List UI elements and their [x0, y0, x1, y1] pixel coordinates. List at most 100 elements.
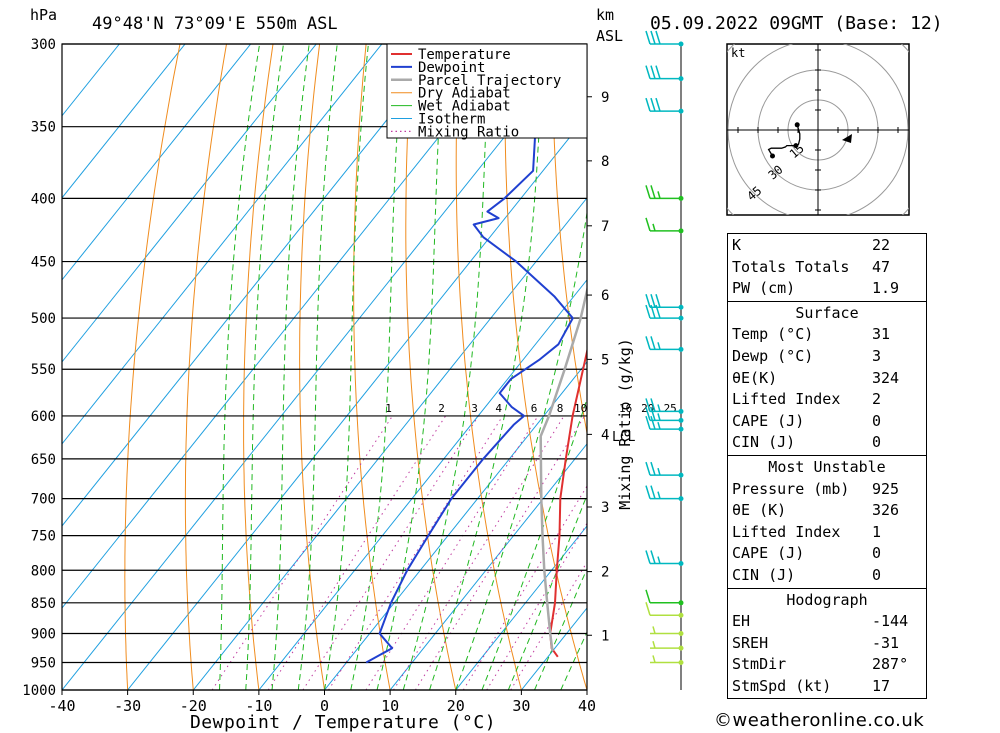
mixing-ratio-label: 10 — [574, 402, 587, 415]
most-unstable-title: Most Unstable — [768, 457, 886, 476]
pressure-tick-label: 500 — [31, 311, 56, 327]
wind-barb — [650, 626, 684, 636]
isotherm — [455, 525, 587, 690]
wind-barb-flag — [650, 398, 656, 412]
isotherm — [258, 279, 587, 690]
surface-index-row: Dewp (°C) 3 — [728, 346, 926, 368]
wind-barb-flag — [645, 336, 651, 350]
x-tick-label: 20 — [447, 697, 465, 715]
header: hPa 49°48'N 73°09'E 550m ASL km ASL 05.0… — [30, 6, 943, 45]
indices-surface: Surface Temp (°C) 31 Dewp (°C) 3 θE(K) 324 Lif… — [728, 302, 926, 456]
wet-adiabat — [271, 44, 310, 690]
wind-barb-dot — [678, 600, 684, 606]
wind-barb-half-flag — [652, 626, 656, 634]
wind-barb — [645, 304, 684, 321]
pressure-tick-label: 850 — [31, 596, 56, 612]
hodograph-trace — [767, 124, 801, 157]
wind-barb — [645, 294, 684, 310]
legend-entry: Temperature — [418, 47, 511, 63]
unstable-index-row: Pressure (mb) 925 — [728, 479, 926, 501]
location-title: 49°48'N 73°09'E 550m ASL — [92, 14, 338, 34]
wet-adiabat — [534, 567, 587, 690]
axes: -40 -30 -20 -10 0 10 20 30 40 Dewpoint / Temperat… — [48, 43, 636, 733]
wind-barb-flag — [650, 30, 656, 45]
wind-barb-flag — [650, 304, 656, 319]
pressure-tick-label: 400 — [31, 191, 56, 207]
isotherm — [127, 114, 587, 690]
pressure-tick-label: 700 — [31, 492, 56, 508]
km-tick-label: 9 — [601, 90, 609, 106]
wind-barb-half-flag — [657, 491, 661, 499]
wind-barb — [645, 65, 684, 82]
series-parcel-trajectory — [539, 285, 587, 652]
wind-barb-flag — [650, 336, 656, 350]
index-value: 22 — [872, 236, 891, 254]
hodograph-index-value: -144 — [872, 612, 909, 631]
lcl-label: LCL — [612, 430, 636, 445]
wind-barb-half-flag — [657, 404, 661, 412]
wind-barb-flag — [645, 602, 651, 616]
wind-barb — [645, 217, 684, 234]
dry-adiabat — [455, 44, 522, 690]
pressure-tick-label: 1000 — [22, 683, 56, 699]
km-tick-label: 4 — [601, 427, 609, 443]
wind-barb-flag — [655, 294, 661, 308]
unstable-index-row: Lifted Index 1 — [728, 522, 926, 544]
surface-index-label: Temp (°C) — [732, 325, 814, 344]
x-axis-label: Dewpoint / Temperature (°C) — [190, 712, 496, 733]
wet-adiabat — [481, 397, 587, 690]
surface-index-value: 324 — [872, 368, 900, 387]
surface-index-row: CIN (J) 0 — [728, 432, 926, 454]
indices-hodograph: Hodograph EH -144 SREH -31 StmDir 287° StmSpd … — [728, 589, 926, 699]
series-dewpoint — [365, 44, 576, 664]
unstable-index-value: 326 — [872, 501, 900, 520]
units-km: km — [596, 6, 614, 24]
wind-barb — [645, 30, 684, 47]
pressure-tick-label: 450 — [31, 255, 56, 271]
wind-barb-half-flag — [652, 223, 656, 232]
mixing-ratio-label: 4 — [495, 402, 502, 415]
wind-barb-dot — [678, 108, 684, 114]
wind-barb-flag — [645, 415, 651, 430]
pressure-tick-label: 550 — [31, 362, 56, 378]
hodograph-point — [770, 153, 775, 159]
wind-barb — [645, 97, 684, 114]
wind-barb-dot — [678, 612, 684, 618]
hodograph-point — [794, 122, 800, 128]
legend-entry: Wet Adiabat — [418, 99, 511, 115]
wind-barb-flag — [650, 185, 656, 199]
wind-barb-dot — [678, 496, 684, 502]
index-label: K — [732, 236, 742, 254]
wind-barb-flag — [645, 185, 651, 199]
hodograph-index-value: 17 — [872, 676, 891, 695]
hodograph-index-value: 287° — [872, 655, 909, 674]
surface-index-row: Lifted Index 2 — [728, 389, 926, 411]
km-tick-label: 7 — [601, 219, 609, 235]
surface-index-label: θE(K) — [732, 368, 778, 387]
hodograph-index-label: StmDir — [732, 655, 787, 674]
indices-general: K 22 Totals Totals 47 PW (cm) 1.9 — [728, 234, 926, 302]
wind-barb — [645, 485, 684, 502]
hodograph-index-row: StmSpd (kt) 17 — [728, 676, 926, 698]
legend-entry: Dewpoint — [418, 60, 485, 76]
wind-barb-flag — [645, 550, 651, 564]
wind-barb-flag — [645, 461, 651, 476]
surface-index-value: 3 — [872, 346, 882, 365]
km-tick-label: 3 — [601, 500, 609, 516]
copyright: ©weatheronline.co.uk — [714, 710, 925, 731]
pressure-tick-label: 800 — [31, 563, 56, 579]
dry-adiabat — [971, 44, 1000, 690]
wind-barb — [645, 398, 684, 414]
units-asl: ASL — [596, 27, 623, 45]
wind-barb-dot — [678, 645, 684, 651]
wind-barb-flag — [645, 217, 651, 232]
mixing-ratio-label: 25 — [664, 402, 677, 415]
wind-barb-dot — [678, 630, 684, 636]
surface-index-row: Temp (°C) 31 — [728, 324, 926, 346]
wind-barb — [645, 407, 684, 423]
mixing-ratio-label: 1 — [385, 402, 392, 415]
isotherm — [62, 44, 580, 690]
